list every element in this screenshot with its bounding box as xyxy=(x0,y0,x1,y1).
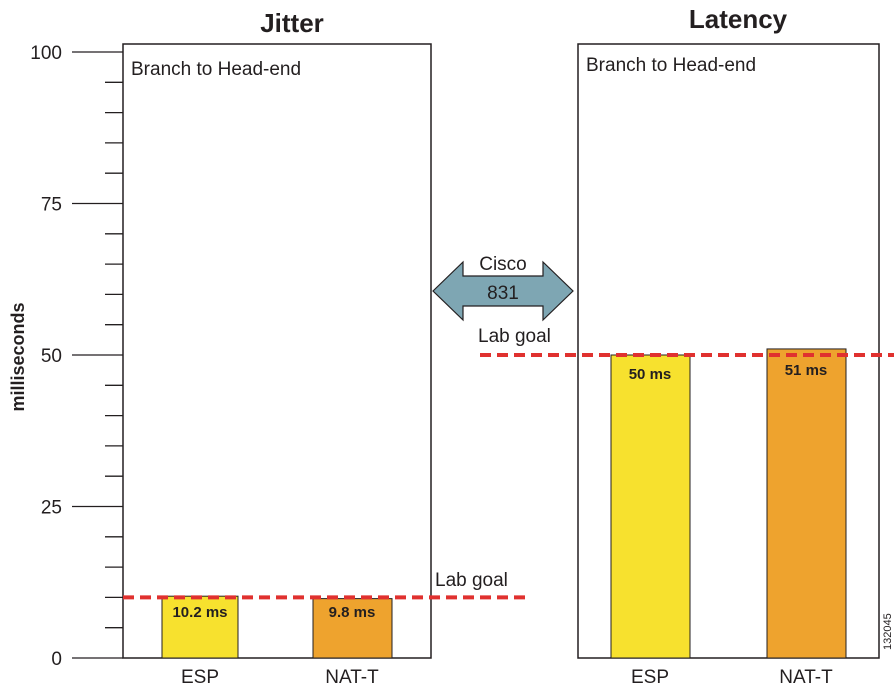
data-label-latency-esp: 50 ms xyxy=(629,366,672,383)
bars xyxy=(161,348,847,659)
y-tick-label: 100 xyxy=(30,43,62,64)
latency-plot-frame xyxy=(577,43,880,659)
jitter-goal-label: Lab goal xyxy=(435,570,508,591)
latency-chart-title: Latency xyxy=(689,4,788,34)
category-label-latency-natt: NAT-T xyxy=(779,667,833,688)
bar-latency-esp xyxy=(610,354,691,659)
y-tick-label: 0 xyxy=(51,649,62,670)
jitter-plot-frame xyxy=(122,43,432,659)
y-tick-label: 50 xyxy=(41,346,62,367)
data-label-jitter-esp: 10.2 ms xyxy=(172,604,227,621)
jitter-chart-subtitle: Branch to Head-end xyxy=(131,59,301,80)
cisco-831-double-arrow-icon xyxy=(432,260,574,322)
category-label-latency-esp: ESP xyxy=(631,667,669,688)
y-tick-label: 25 xyxy=(41,498,62,519)
latency-goal-label: Lab goal xyxy=(478,326,551,347)
jitter-chart-title: Jitter xyxy=(260,8,324,38)
category-label-jitter-esp: ESP xyxy=(181,667,219,688)
category-label-jitter-natt: NAT-T xyxy=(325,667,379,688)
latency-chart-subtitle: Branch to Head-end xyxy=(586,55,756,76)
data-label-latency-natt: 51 ms xyxy=(785,362,828,379)
y-tick-label: 75 xyxy=(41,195,62,216)
bar-latency-natt xyxy=(766,348,847,659)
device-label-line2: 831 xyxy=(487,283,519,304)
goal-lines xyxy=(123,353,894,600)
figure-id: 132045 xyxy=(882,613,894,650)
y-axis: 0 25 50 75 100 xyxy=(30,43,123,670)
device-label-line1: Cisco xyxy=(479,254,527,275)
data-label-jitter-natt: 9.8 ms xyxy=(329,604,376,621)
y-axis-label: milliseconds xyxy=(8,302,28,411)
